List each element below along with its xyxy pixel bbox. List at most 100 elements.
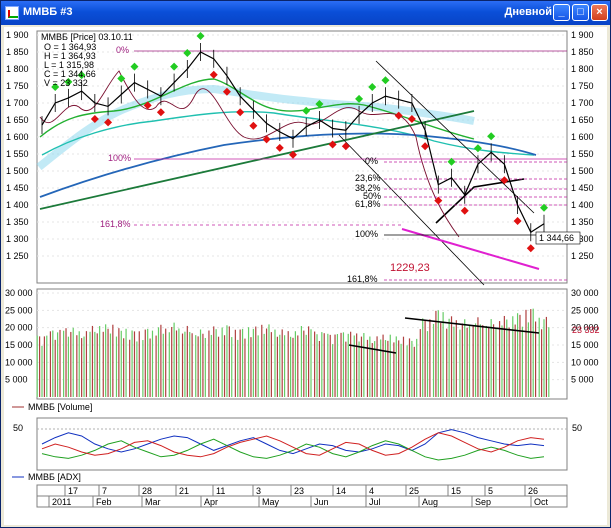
period-label[interactable]: Дневной [504, 6, 553, 18]
price-tick-label-right: 1 600 [571, 132, 594, 142]
month-label: Oct [534, 497, 549, 507]
sell-signal-marker [249, 121, 258, 130]
title-bar[interactable]: ММВБ #3 Дневной _ □ × [1, 1, 610, 25]
day-label: 25 [409, 486, 419, 496]
month-label: Aug [422, 497, 438, 507]
month-label: May [262, 497, 280, 507]
buy-signal-marker [487, 132, 496, 141]
month-labels: 2011 Feb Mar Apr May Jun Jul Aug Sep Oct [48, 496, 549, 507]
day-label: 3 [256, 486, 261, 496]
day-label: 5 [488, 486, 493, 496]
buy-signal-marker [196, 32, 205, 40]
price-tick-label-right: 1 250 [571, 251, 594, 261]
sell-signal-marker [460, 206, 469, 215]
price-tick-label-right: 1 900 [571, 30, 594, 40]
magenta-trendline [401, 228, 540, 270]
minimize-button[interactable]: _ [553, 4, 570, 21]
fib2-label-23: 23,6% [355, 173, 381, 183]
price-tick-label-right: 1 400 [571, 200, 594, 210]
plus-di-line [41, 438, 545, 461]
fib-label-161: 161,8% [100, 219, 131, 229]
month-label: Jun [314, 497, 329, 507]
sell-signal-marker [407, 115, 416, 123]
month-label: Jul [369, 497, 381, 507]
maximize-button[interactable]: □ [572, 4, 589, 21]
chart-svg[interactable]: 1 250 1 300 1 350 1 400 1 450 1 500 1 550 1 600… [4, 27, 607, 525]
buy-signal-marker [170, 62, 179, 71]
fib2-label-50: 50% [363, 191, 381, 201]
buy-signal-marker [183, 49, 192, 57]
price-tick-label-right: 1 350 [571, 217, 594, 227]
buy-signal-marker [51, 83, 60, 91]
price-annotation: 1229,23 [390, 262, 430, 274]
buy-signal-marker [302, 106, 311, 115]
price-panel[interactable] [36, 30, 568, 284]
price-tick-label-right: 1 550 [571, 149, 594, 159]
fib-label-100: 100% [108, 153, 131, 163]
fib-label-0: 0% [116, 45, 129, 55]
sell-signal-marker [289, 150, 297, 159]
sell-signal-marker [236, 108, 245, 117]
volume-tick-label-left: 20 000 [5, 323, 33, 333]
fib2-label-61: 61,8% [355, 199, 381, 209]
buy-signal-marker [447, 157, 456, 166]
legend-low: L = 1 315,98 [44, 60, 94, 70]
close-button[interactable]: × [591, 4, 608, 21]
legend-high: H = 1 364,93 [44, 51, 96, 61]
month-label: 2011 [52, 497, 71, 507]
buy-signal-marker [77, 71, 86, 80]
price-tick-label-left: 1 350 [6, 217, 29, 227]
price-tick-label-right: 1 700 [571, 98, 594, 108]
volume-legend: ММВБ [Volume] [28, 402, 92, 412]
ichimoku-cloud [36, 84, 475, 171]
day-label: 28 [142, 486, 152, 496]
sell-signal-marker [328, 140, 337, 149]
volume-tick-label-right: 15 000 [571, 340, 599, 350]
sell-signal-marker [156, 108, 165, 117]
sell-signal-marker [394, 111, 403, 120]
sell-signal-marker [222, 87, 231, 96]
volume-last-label: 23 332 [572, 325, 600, 335]
sell-signal-marker [104, 118, 113, 127]
fib2-label-0: 0% [365, 156, 378, 166]
adx-panel[interactable] [36, 417, 568, 471]
price-tick-label-left: 1 750 [6, 81, 29, 91]
sell-signal-marker [341, 142, 350, 151]
month-label: Feb [96, 497, 112, 507]
price-axis-left: 1 250 1 300 1 350 1 400 1 450 1 500 1 550 1 600… [6, 30, 29, 261]
moving-average-blue [39, 132, 537, 198]
last-price-tag [535, 231, 581, 245]
sell-signal-marker [421, 142, 430, 151]
support-trendline [39, 110, 475, 210]
volume-tick-label-left: 25 000 [5, 305, 33, 315]
price-tick-label-right: 1 500 [571, 166, 594, 176]
volume-tick-label-right: 5 000 [571, 375, 594, 385]
buy-signal-marker [64, 77, 73, 86]
price-tick-label-right: 1 300 [571, 234, 594, 244]
volume-tick-label-left: 5 000 [5, 375, 28, 385]
adx-legend: ММВБ [ADX] [28, 472, 81, 482]
price-tick-label-right: 1 750 [571, 81, 594, 91]
legend-volume: V = 23 332 [44, 78, 88, 88]
price-tick-label-left: 1 450 [6, 183, 29, 193]
price-legend-title: ММВБ [Price] 03.10.11 [41, 32, 133, 42]
buy-signal-marker [315, 100, 324, 108]
price-tick-label-right: 1 800 [571, 64, 594, 74]
buy-signal-marker [130, 62, 139, 71]
day-label: 4 [369, 486, 374, 496]
volume-tick-label-right: 20 000 [571, 323, 599, 333]
volume-tick-label-right: 25 000 [571, 305, 599, 315]
sell-signal-marker [434, 196, 443, 205]
sell-signal-marker [209, 70, 218, 79]
day-labels: 17 7 28 21 11 3 23 14 4 25 15 5 26 [64, 485, 538, 496]
price-tick-label-left: 1 900 [6, 30, 29, 40]
price-tick-label-left: 1 800 [6, 64, 29, 74]
day-label: 11 [216, 486, 225, 496]
price-tick-label-right: 1 650 [571, 115, 594, 125]
volume-tick-label-right: 30 000 [571, 288, 599, 298]
fibonacci-levels [134, 50, 567, 281]
volume-bars [36, 308, 550, 397]
channel-line-lower [338, 134, 485, 286]
price-tick-label-left: 1 850 [6, 47, 29, 57]
